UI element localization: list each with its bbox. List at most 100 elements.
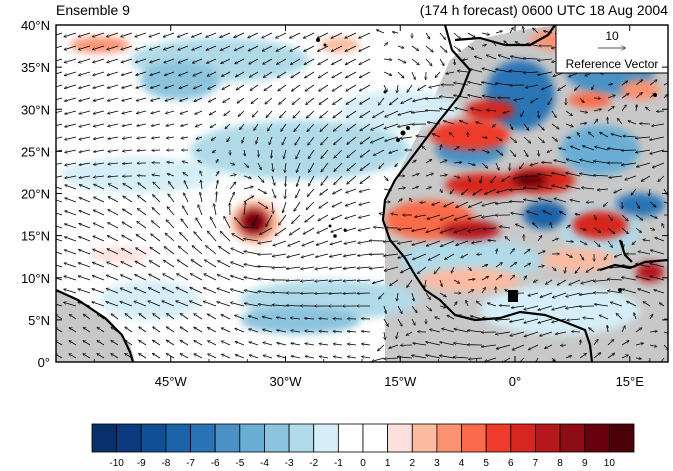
wind-arrow bbox=[200, 192, 203, 203]
wind-arrow bbox=[653, 290, 665, 294]
reference-vector-label: Reference Vector bbox=[566, 57, 659, 71]
wind-arrow bbox=[443, 121, 455, 125]
wind-arrow bbox=[565, 355, 572, 359]
wind-arrow bbox=[347, 149, 357, 158]
wind-arrow bbox=[258, 291, 273, 294]
wind-arrow bbox=[397, 45, 404, 48]
wind-arrow bbox=[262, 317, 273, 320]
wind-arrow bbox=[473, 188, 483, 196]
wind-arrow bbox=[594, 304, 609, 307]
wind-arrow bbox=[106, 45, 119, 50]
wind-arrow bbox=[166, 312, 175, 320]
wind-arrow bbox=[139, 326, 147, 333]
lat-label: 5°N bbox=[28, 313, 50, 328]
wind-arrow bbox=[210, 123, 217, 129]
wind-arrow bbox=[551, 123, 559, 130]
wind-arrow bbox=[107, 110, 119, 114]
wind-arrow bbox=[135, 45, 147, 50]
wind-arrow bbox=[93, 236, 105, 242]
wind-arrow bbox=[434, 266, 441, 274]
wind-arrow bbox=[425, 342, 441, 346]
wind-arrow bbox=[570, 200, 581, 203]
wind-arrow bbox=[135, 260, 147, 268]
wind-arrow bbox=[440, 188, 443, 193]
wind-arrow bbox=[453, 279, 460, 284]
wind-arrow bbox=[461, 188, 469, 195]
wind-arrow bbox=[538, 305, 553, 310]
wind-arrow bbox=[482, 68, 497, 73]
wind-arrow bbox=[439, 58, 445, 66]
wind-arrow bbox=[411, 174, 420, 177]
wind-arrow bbox=[315, 266, 329, 269]
wind-arrow bbox=[453, 146, 460, 151]
wind-arrow bbox=[610, 302, 623, 307]
wind-arrow bbox=[547, 97, 553, 105]
wind-arrow bbox=[357, 253, 371, 256]
wind-arrow bbox=[190, 273, 203, 281]
wind-arrow bbox=[93, 183, 105, 190]
wind-arrow bbox=[495, 201, 511, 204]
wind-arrow bbox=[243, 239, 259, 242]
wind-arrow bbox=[358, 214, 371, 218]
wind-arrow bbox=[357, 267, 371, 268]
wind-arrow bbox=[523, 262, 531, 268]
wind-arrow bbox=[136, 234, 147, 242]
wind-arrow bbox=[453, 176, 460, 178]
colorbar-swatch bbox=[313, 423, 339, 453]
wind-arrow bbox=[108, 150, 119, 152]
wind-arrow bbox=[656, 111, 665, 112]
colorbar-label: -10 bbox=[109, 458, 124, 469]
wind-arrow bbox=[425, 173, 434, 177]
wind-arrow bbox=[207, 231, 217, 242]
lon-label: 15°W bbox=[384, 374, 417, 389]
wind-arrow bbox=[372, 110, 385, 119]
wind-arrow bbox=[56, 341, 63, 346]
wind-arrow bbox=[138, 183, 147, 190]
wind-arrow bbox=[621, 227, 629, 234]
wind-arrow bbox=[192, 58, 203, 63]
wind-arrow bbox=[294, 123, 301, 132]
wind-arrow bbox=[69, 327, 77, 333]
wind-arrow bbox=[333, 344, 343, 345]
wind-arrow bbox=[303, 227, 315, 235]
colorbar-label: 4 bbox=[459, 458, 465, 469]
wind-arrow bbox=[621, 150, 637, 151]
wind-arrow bbox=[216, 191, 217, 203]
wind-arrow bbox=[565, 123, 574, 127]
colorbar-label: 8 bbox=[557, 458, 563, 469]
wind-arrow bbox=[482, 201, 497, 206]
wind-arrow bbox=[342, 293, 357, 294]
wind-arrow bbox=[64, 237, 77, 242]
wind-arrow bbox=[277, 343, 287, 346]
wind-arrow bbox=[425, 58, 432, 66]
wind-arrow bbox=[649, 345, 657, 347]
wind-arrow bbox=[78, 84, 91, 88]
wind-arrow bbox=[444, 253, 455, 260]
colorbar-swatch bbox=[288, 423, 315, 453]
wind-arrow bbox=[64, 58, 77, 63]
reference-vector-magnitude: 10 bbox=[605, 29, 619, 43]
wind-arrow bbox=[194, 97, 203, 102]
wind-arrow bbox=[317, 32, 329, 39]
wind-arrow bbox=[257, 266, 273, 267]
wind-arrow bbox=[414, 214, 427, 217]
wind-arrow bbox=[300, 280, 315, 281]
wind-arrow bbox=[551, 136, 558, 141]
wind-arrow bbox=[269, 136, 273, 145]
wind-arrow bbox=[575, 266, 581, 274]
wind-arrow bbox=[162, 273, 175, 281]
wind-arrow bbox=[283, 149, 287, 159]
wind-arrow bbox=[149, 45, 161, 50]
wind-arrow bbox=[223, 216, 231, 229]
wind-arrow bbox=[149, 58, 161, 63]
lat-label: 10°N bbox=[21, 271, 50, 286]
wind-arrow bbox=[476, 254, 483, 255]
wind-arrow bbox=[530, 162, 539, 166]
wind-arrow bbox=[607, 240, 613, 248]
wind-arrow bbox=[607, 279, 623, 280]
wind-arrow bbox=[579, 227, 586, 230]
wind-arrow bbox=[217, 288, 231, 294]
wind-arrow bbox=[635, 343, 644, 345]
wind-arrow bbox=[209, 110, 217, 116]
wind-arrow bbox=[467, 175, 471, 182]
